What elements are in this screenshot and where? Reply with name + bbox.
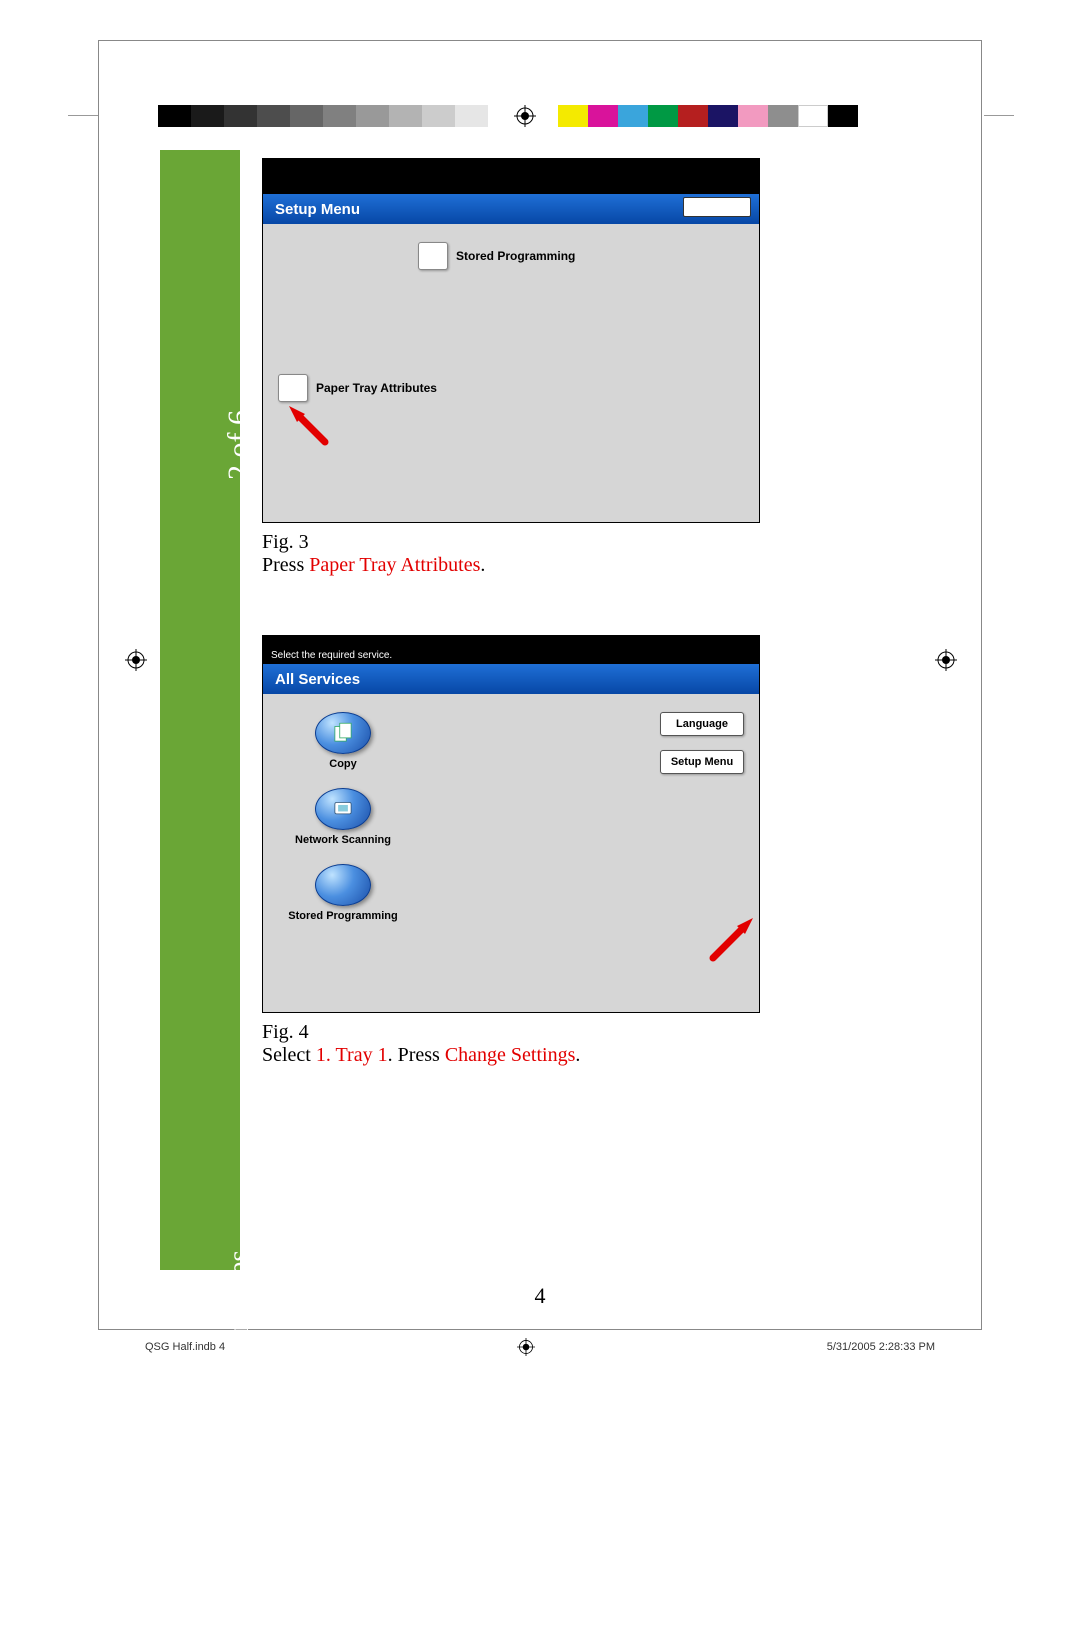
menu-item-label: Stored Programming [456, 249, 575, 263]
fig3-screenshot: Setup Menu Close Stored Programming Pape… [262, 158, 760, 523]
stored-programming-item[interactable]: Stored Programming [418, 242, 575, 270]
caption-text: . [480, 554, 485, 576]
caption-text: . [575, 1044, 580, 1066]
registration-mark-icon [935, 649, 957, 671]
figure-instruction: Select 1. Tray 1. Press Change Settings. [262, 1044, 760, 1067]
red-arrow-icon [283, 400, 333, 450]
all-services-header: All Services [263, 664, 759, 694]
caption-text: . Press [388, 1044, 445, 1066]
menu-item-label: Paper Tray Attributes [316, 381, 437, 395]
service-stored-programming[interactable]: Stored Programming [278, 864, 408, 922]
crop-hairline [984, 115, 1014, 116]
setup-menu-button[interactable]: Setup Menu [660, 750, 744, 774]
footer-timestamp: 5/31/2005 2:28:33 PM [827, 1341, 935, 1353]
menu-item-button[interactable] [418, 242, 448, 270]
screen-prompt-text: Select the required service. [271, 650, 392, 661]
figure-label: Fig. 4 [262, 1021, 760, 1044]
language-button[interactable]: Language [660, 712, 744, 736]
fig4-screenshot: Select the required service. All Service… [262, 635, 760, 1013]
all-services-body: Copy Network Scanning Stored Programming… [263, 694, 759, 1012]
section-sidebar: 2 of 6 Changing Paper Tray Attributes [160, 150, 240, 1270]
screen-black-bar [263, 159, 759, 194]
setup-menu-body: Stored Programming Paper Tray Attributes [263, 224, 759, 522]
page-counter: 2 of 6 [222, 410, 256, 480]
print-registration-row [98, 105, 982, 127]
service-label: Copy [278, 758, 408, 770]
setup-menu-title: Setup Menu [275, 201, 360, 218]
caption-highlight: Paper Tray Attributes [309, 554, 480, 576]
grayscale-swatch-bar [158, 105, 488, 127]
setup-menu-header: Setup Menu Close [263, 194, 759, 224]
service-label: Stored Programming [278, 910, 408, 922]
service-label: Network Scanning [278, 834, 408, 846]
fig3-caption: Fig. 3 Press Paper Tray Attributes. [262, 531, 760, 577]
figure-label: Fig. 3 [262, 531, 760, 554]
menu-item-button[interactable] [278, 374, 308, 402]
registration-mark-icon [125, 649, 147, 671]
page-number: 4 [0, 1283, 1080, 1309]
network-scanning-icon [315, 788, 371, 830]
fig4-caption: Fig. 4 Select 1. Tray 1. Press Change Se… [262, 1021, 760, 1067]
service-network-scanning[interactable]: Network Scanning [278, 788, 408, 846]
paper-tray-attributes-item[interactable]: Paper Tray Attributes [278, 374, 437, 402]
print-footer: QSG Half.indb 4 5/31/2005 2:28:33 PM [98, 1338, 982, 1356]
service-copy[interactable]: Copy [278, 712, 408, 770]
caption-text: Press [262, 554, 309, 576]
caption-highlight: 1. Tray 1 [316, 1044, 388, 1066]
color-swatch-bar [558, 105, 858, 127]
all-services-title: All Services [275, 671, 360, 688]
registration-mark-icon [514, 105, 536, 127]
footer-filename: QSG Half.indb 4 [145, 1341, 225, 1353]
copy-icon [315, 712, 371, 754]
stored-programming-icon [315, 864, 371, 906]
caption-highlight: Change Settings [445, 1044, 576, 1066]
content-column: Setup Menu Close Stored Programming Pape… [262, 158, 760, 1067]
figure-instruction: Press Paper Tray Attributes. [262, 554, 760, 577]
crop-hairline [68, 115, 98, 116]
screen-prompt-bar: Select the required service. [263, 636, 759, 664]
red-arrow-icon [703, 912, 759, 968]
caption-text: Select [262, 1044, 316, 1066]
close-button[interactable]: Close [683, 197, 751, 217]
registration-mark-icon [225, 1338, 827, 1356]
